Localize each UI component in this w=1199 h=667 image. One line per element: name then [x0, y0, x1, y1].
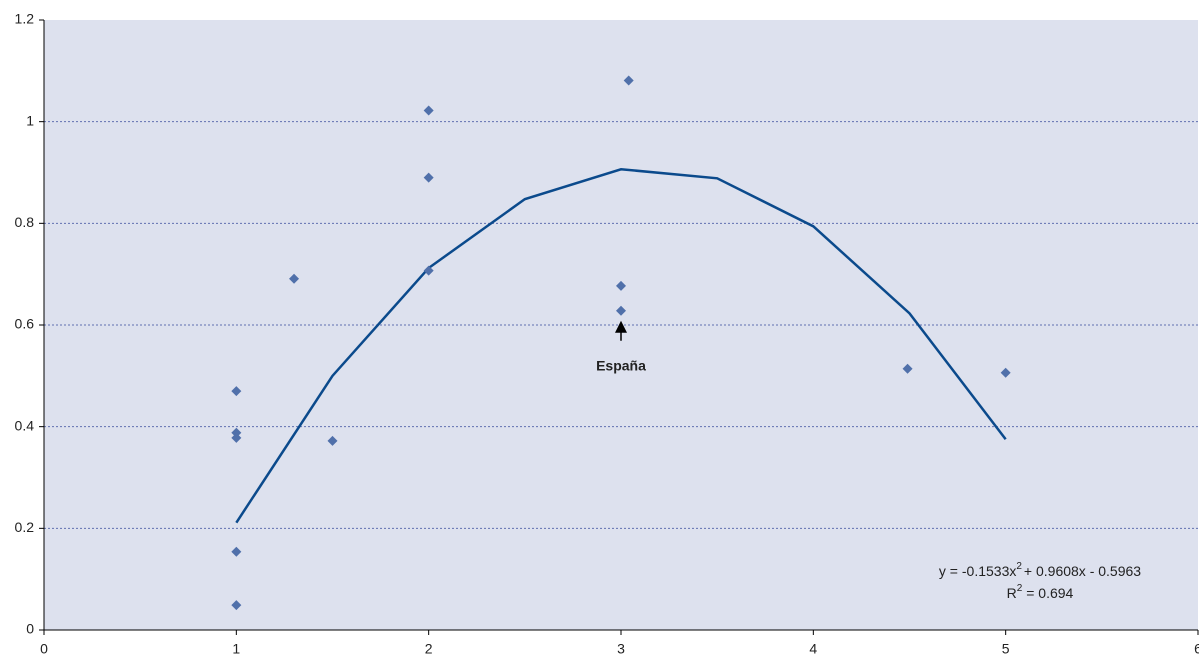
x-tick-label: 4: [809, 641, 817, 657]
point: [423, 105, 434, 116]
equation-part: + 0.9608x - 0.5963: [1024, 563, 1141, 579]
trend-equation: y = -0.1533x2 + 0.9608x - 0.5963: [939, 561, 1141, 579]
annotation-arrowhead: [615, 320, 627, 333]
point: [231, 386, 242, 397]
y-tick-label: 0.6: [15, 316, 35, 332]
y-tick-label: 0.4: [15, 417, 35, 433]
x-tick-label: 2: [425, 641, 433, 657]
point: [289, 273, 300, 284]
point: [231, 546, 242, 557]
point: [423, 172, 434, 183]
r-squared: R2 = 0.694: [1007, 583, 1074, 601]
x-tick-label: 6: [1194, 641, 1199, 657]
x-tick-label: 1: [232, 641, 240, 657]
point: [902, 363, 913, 374]
y-tick-label: 1: [26, 112, 34, 128]
point: [231, 432, 242, 443]
point: [623, 75, 634, 86]
point: [616, 305, 626, 316]
point: [423, 265, 434, 276]
y-tick-label: 0: [26, 621, 34, 637]
trendline: [235, 167, 1007, 524]
annotation: España: [596, 357, 646, 373]
x-tick-label: 5: [1002, 641, 1010, 657]
y-tick-label: 0.8: [15, 214, 35, 230]
point: [327, 435, 338, 446]
y-tick-label: 1.2: [15, 11, 35, 27]
point: [1000, 367, 1011, 378]
point: [616, 280, 626, 291]
equation-part: = 0.694: [1022, 585, 1073, 601]
equation-sup: 2: [1017, 583, 1023, 594]
equation-part: y = -0.1533x: [939, 563, 1016, 579]
point: [231, 427, 242, 438]
equation-part: R: [1007, 585, 1017, 601]
point: [231, 600, 242, 611]
equation-sup: 2: [1016, 561, 1022, 572]
x-tick-label: 3: [617, 641, 625, 657]
y-tick-label: 0.2: [15, 519, 35, 535]
x-tick-label: 0: [40, 641, 48, 657]
